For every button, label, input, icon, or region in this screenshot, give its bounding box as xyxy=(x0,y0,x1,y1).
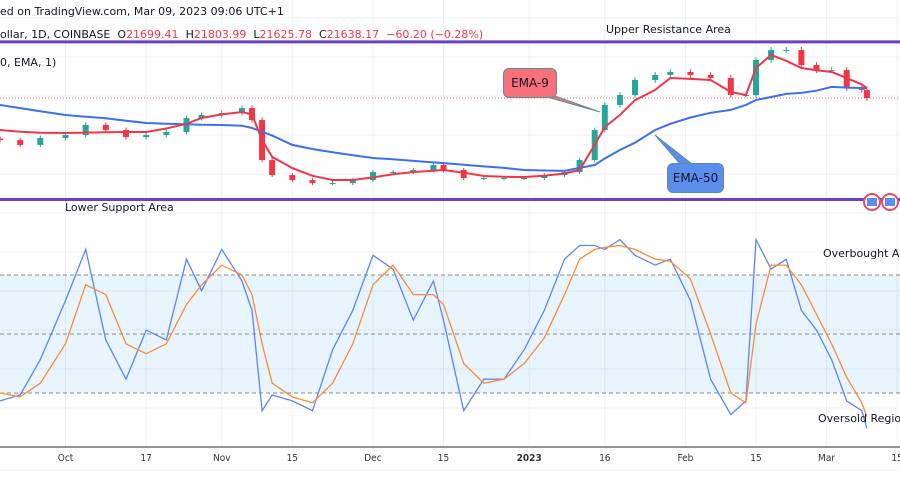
ema50-pointer xyxy=(654,134,694,165)
oversold-label: Oversold Region xyxy=(818,412,900,425)
candle xyxy=(430,164,437,170)
candle xyxy=(753,59,759,95)
candle xyxy=(727,77,734,95)
candle xyxy=(632,80,639,95)
candle xyxy=(460,169,467,179)
candle xyxy=(62,135,69,139)
high-label: H xyxy=(185,28,194,41)
candle xyxy=(17,140,24,145)
time-axis-tick: 15 xyxy=(437,453,450,464)
upper-resistance-label: Upper Resistance Area xyxy=(606,23,731,36)
candle xyxy=(163,132,170,136)
close-label: C xyxy=(318,28,327,41)
time-axis-tick: 17 xyxy=(140,453,152,464)
candle xyxy=(238,108,245,113)
candle xyxy=(813,65,820,71)
time-axis-tick: 16 xyxy=(599,453,611,464)
time-axis-tick: Nov xyxy=(212,453,231,464)
candle xyxy=(783,50,790,52)
overbought-label: Overbought Ar xyxy=(823,247,900,260)
candle xyxy=(390,172,397,174)
candle xyxy=(616,94,623,105)
candle xyxy=(652,74,659,81)
candle xyxy=(102,124,109,130)
candle xyxy=(828,70,835,72)
published-note: ed on TradingView.com, Mar 09, 2023 09:0… xyxy=(0,5,284,18)
candle xyxy=(863,89,870,98)
candle xyxy=(798,50,805,66)
ema9-line xyxy=(0,53,868,181)
candle xyxy=(501,178,507,180)
candle xyxy=(687,71,694,75)
flag-icon-body xyxy=(885,198,895,206)
candle xyxy=(349,180,356,184)
time-axis-tick: 2023 xyxy=(516,453,542,464)
open-value: 21699.41 xyxy=(126,28,179,41)
candle xyxy=(480,178,487,180)
ema9-callout[interactable]: EMA-9 xyxy=(503,68,557,98)
time-axis-tick: 15 xyxy=(286,453,299,464)
candle xyxy=(707,74,714,78)
candle xyxy=(329,183,336,185)
ema50-line xyxy=(0,85,867,172)
candle xyxy=(369,172,376,181)
candle xyxy=(198,114,205,118)
candle xyxy=(269,160,276,176)
time-axis-tick: Feb xyxy=(677,453,694,464)
low-label: L xyxy=(253,28,260,41)
indicator-legend[interactable]: 0, EMA, 1) xyxy=(0,56,57,69)
candle xyxy=(667,71,674,75)
symbol-info: ollar, 1D, COINBASE xyxy=(0,28,111,41)
time-axis-tick: Dec xyxy=(364,453,382,464)
flag-icon-body xyxy=(867,198,877,206)
candle xyxy=(143,135,150,138)
close-value: 21638.17 xyxy=(326,28,380,41)
stoch-k-line xyxy=(0,237,868,429)
candle xyxy=(576,160,583,173)
candle xyxy=(521,178,528,180)
stoch-d-line xyxy=(0,244,868,417)
ohlc-legend: ollar, 1D, COINBASE O21699.41 H21803.99 … xyxy=(0,28,483,41)
candle xyxy=(82,124,89,136)
candle xyxy=(601,104,608,130)
candle xyxy=(289,175,296,181)
candle xyxy=(440,164,447,170)
candle xyxy=(309,180,316,184)
lower-support-label: Lower Support Area xyxy=(65,201,174,214)
low-value: 21625.78 xyxy=(259,28,312,41)
time-axis-tick: 15 xyxy=(750,453,762,464)
time-axis-tick: Mar xyxy=(818,453,836,464)
time-axis-tick: 15 xyxy=(891,453,900,464)
change-value: −60.20 (−0.28%) xyxy=(386,28,484,41)
ema50-callout[interactable]: EMA-50 xyxy=(667,163,724,193)
candle xyxy=(37,138,44,145)
high-value: 21803.99 xyxy=(193,28,247,41)
time-axis-tick: Oct xyxy=(57,453,74,464)
candle xyxy=(123,129,129,138)
candle xyxy=(0,138,3,141)
open-label: O xyxy=(117,28,127,41)
